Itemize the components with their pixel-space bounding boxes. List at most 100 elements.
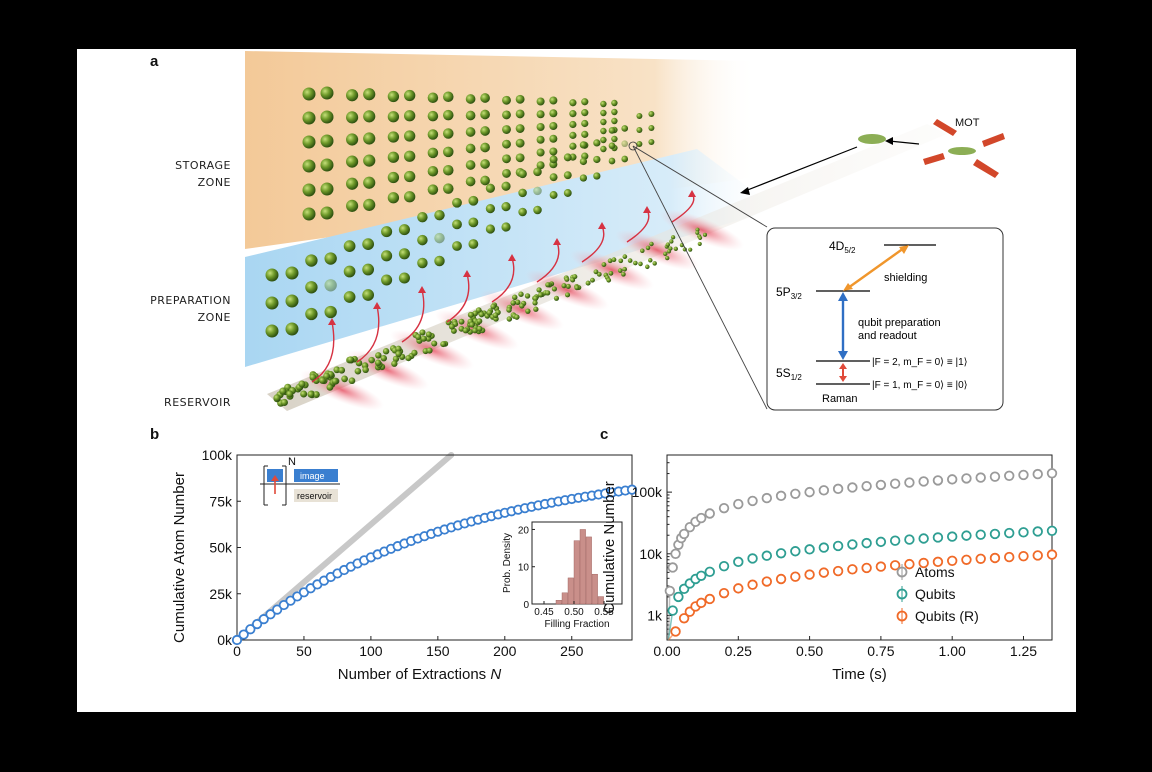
atom [536,97,545,106]
atom [666,249,672,254]
inset-x-label: Filling Fraction [544,619,609,630]
data-point [961,473,972,484]
atom [265,324,279,338]
x-tick-label: 250 [560,643,584,659]
atom [695,230,700,235]
data-point [265,609,276,620]
data-point [847,482,858,493]
atom [427,110,439,122]
data-point [670,626,681,637]
atom [553,295,560,301]
atom [652,261,657,266]
atom [563,171,572,180]
transfer-arrowhead [463,270,471,277]
schematic-reservoir-label: reservoir [297,491,332,501]
atom [265,296,279,310]
atom [549,155,558,164]
atom [549,121,558,131]
atom [398,248,410,260]
atom [363,132,376,145]
y-tick-label: 0k [217,632,233,648]
data-point [761,550,773,561]
atom [669,239,674,244]
histogram-bar [591,573,598,605]
data-point [832,540,844,552]
atom [403,191,416,203]
data-point [904,534,915,545]
mot-beam-icons [923,119,1005,178]
histogram-bar [561,592,568,605]
data-point [1018,550,1029,562]
data-point [918,557,929,569]
x-tick-label: 0.50 [796,643,823,659]
schematic-bracket [263,465,287,506]
x-tick-label: 200 [493,643,517,659]
mot-label: MOT [955,117,980,129]
atom [608,270,614,276]
atom [695,227,700,232]
data-point [804,569,815,580]
atom [431,340,438,347]
data-point [673,591,684,603]
data-point [790,546,801,557]
data-point [667,562,678,573]
y-axis-label: Cumulative Number [601,481,618,614]
x-axis-label: Number of Extractions N [338,666,502,683]
data-point [889,478,901,489]
state-0-label: |F = 1, m_F = 0⟩ ≡ |0⟩ [872,380,968,391]
data-point [747,495,758,507]
transfer-arrow [401,289,425,343]
atom [506,316,513,322]
atom [519,303,525,309]
atom [645,245,651,251]
atom [443,91,454,103]
inset-y-tick-label: 10 [518,563,530,574]
atom [363,176,376,189]
inset-y-tick-label: 0 [523,600,529,611]
atom [480,93,490,103]
atom [569,99,577,107]
atom [468,217,479,228]
atom [382,348,390,355]
atom [572,274,578,280]
data-point [904,477,915,488]
atom [607,258,613,264]
atom [611,135,618,143]
atom [611,108,618,116]
atom [636,113,643,119]
data-point [818,567,830,578]
preparation-zone-line1: PREPARATION [150,294,231,307]
atom [307,390,315,398]
atom [285,294,299,308]
y-tick-label: 75k [209,493,233,509]
atom [302,183,316,197]
data-point [918,533,929,544]
atom [579,141,588,149]
transfer-arrow [536,241,560,283]
atom [411,349,418,356]
data-point [704,508,715,519]
atom [490,303,497,310]
atom [590,277,595,283]
data-point [975,529,986,540]
atom [545,282,551,288]
atom [648,111,655,117]
atom [648,258,653,263]
atom [391,360,398,367]
atom [341,375,348,383]
legend-label: Qubits (R) [915,608,979,624]
atom [452,219,462,230]
preparation-zone-label: PREPARATION ZONE [125,292,231,326]
data-point [231,634,243,646]
atom [478,311,485,318]
atom [600,118,607,126]
data-point [847,564,858,575]
atom [533,205,542,215]
data-point [932,532,944,543]
inset-x-tick-label: 0.50 [564,607,584,618]
y-tick-label: 50k [209,540,233,556]
atom [532,300,538,306]
data-point [861,480,872,492]
atom [403,170,416,183]
atom [363,88,376,101]
